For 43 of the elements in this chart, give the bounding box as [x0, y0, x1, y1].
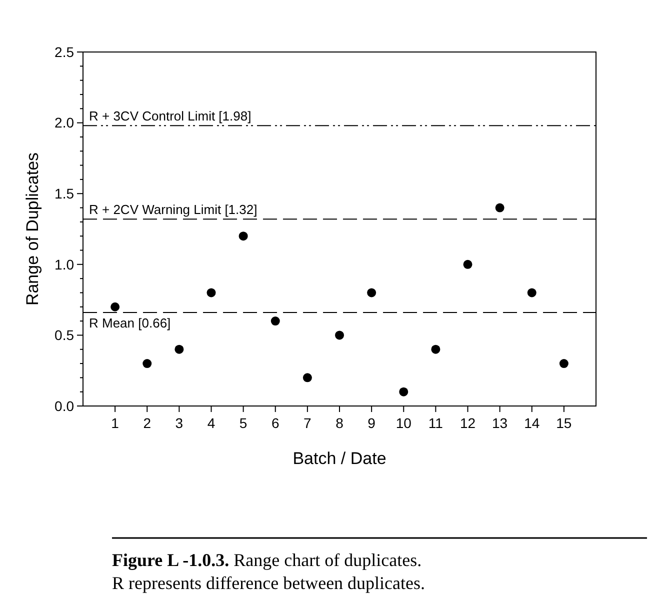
y-tick-label: 2.5 [54, 44, 74, 60]
y-tick-label: 1.0 [54, 256, 74, 272]
y-axis-title: Range of Duplicates [23, 152, 42, 306]
text: R represents difference between duplicates. [112, 573, 426, 593]
x-tick-label: 5 [239, 415, 248, 431]
x-tick-label: 1 [111, 415, 120, 431]
x-tick-label: 12 [460, 415, 476, 431]
point [527, 288, 536, 298]
point [463, 260, 472, 269]
point [174, 344, 184, 354]
point [495, 203, 504, 212]
point [302, 373, 312, 382]
ref-line-label: R Mean [0.66] [89, 316, 171, 331]
point [110, 302, 120, 312]
x-tick-label: 4 [207, 415, 216, 431]
x-tick-label: 15 [556, 415, 572, 431]
text: Figure L -1.0.3. Range chart of duplicates. [112, 550, 422, 570]
x-tick-label: 3 [175, 415, 184, 431]
point [367, 288, 376, 298]
x-tick-label: 10 [396, 415, 412, 431]
point [206, 288, 216, 298]
y-tick-label: 0.5 [54, 327, 74, 344]
x-tick-label: 11 [428, 415, 444, 431]
y-tick-label: 1.5 [54, 186, 74, 202]
point [142, 359, 152, 368]
x-tick-label: 13 [492, 415, 508, 431]
y-tick-label: 2.0 [54, 114, 74, 131]
ref-line-label: R + 2CV Warning Limit [1.32] [89, 202, 258, 218]
x-tick-label: 9 [368, 415, 376, 431]
point [559, 359, 568, 368]
point [270, 316, 280, 326]
point [431, 344, 440, 354]
x-tick-label: 6 [271, 415, 280, 431]
x-tick-label: 2 [143, 415, 152, 431]
ref-line-label: R + 3CV Control Limit [1.98] [89, 108, 252, 124]
x-tick-label: 14 [524, 415, 540, 431]
x-tick-label: 7 [304, 415, 312, 431]
point [238, 232, 248, 241]
y-tick-label: 0.0 [54, 398, 74, 414]
x-tick-label: 8 [336, 415, 344, 431]
point [335, 330, 344, 340]
point [399, 387, 408, 396]
x-axis-title: Batch / Date [292, 449, 386, 468]
